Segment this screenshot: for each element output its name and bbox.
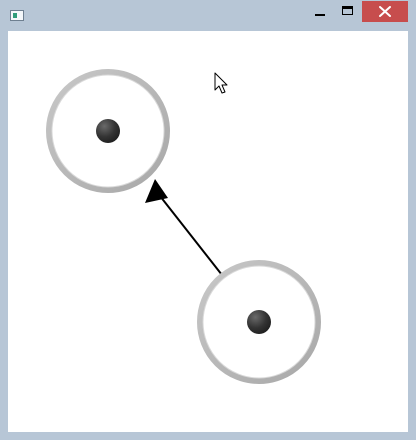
- source-node[interactable]: [49, 72, 167, 190]
- close-button[interactable]: [362, 1, 408, 22]
- app-icon[interactable]: [10, 10, 24, 21]
- maximize-button[interactable]: [334, 1, 362, 22]
- close-icon: [379, 6, 391, 17]
- canvas-area[interactable]: [8, 31, 408, 432]
- arrow-cursor-icon: [215, 73, 227, 93]
- node-center-dot: [247, 310, 271, 334]
- target-node[interactable]: [200, 263, 318, 381]
- title-bar[interactable]: [0, 0, 416, 30]
- minimize-button[interactable]: [306, 1, 334, 22]
- node-center-dot: [96, 119, 120, 143]
- graph-canvas[interactable]: [8, 31, 408, 432]
- arrowhead-icon: [145, 179, 168, 203]
- edge-line: [160, 196, 222, 275]
